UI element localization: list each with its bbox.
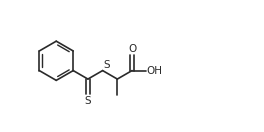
Text: OH: OH <box>147 66 163 76</box>
Text: O: O <box>128 44 136 54</box>
Text: S: S <box>104 60 110 70</box>
Text: S: S <box>84 96 91 106</box>
